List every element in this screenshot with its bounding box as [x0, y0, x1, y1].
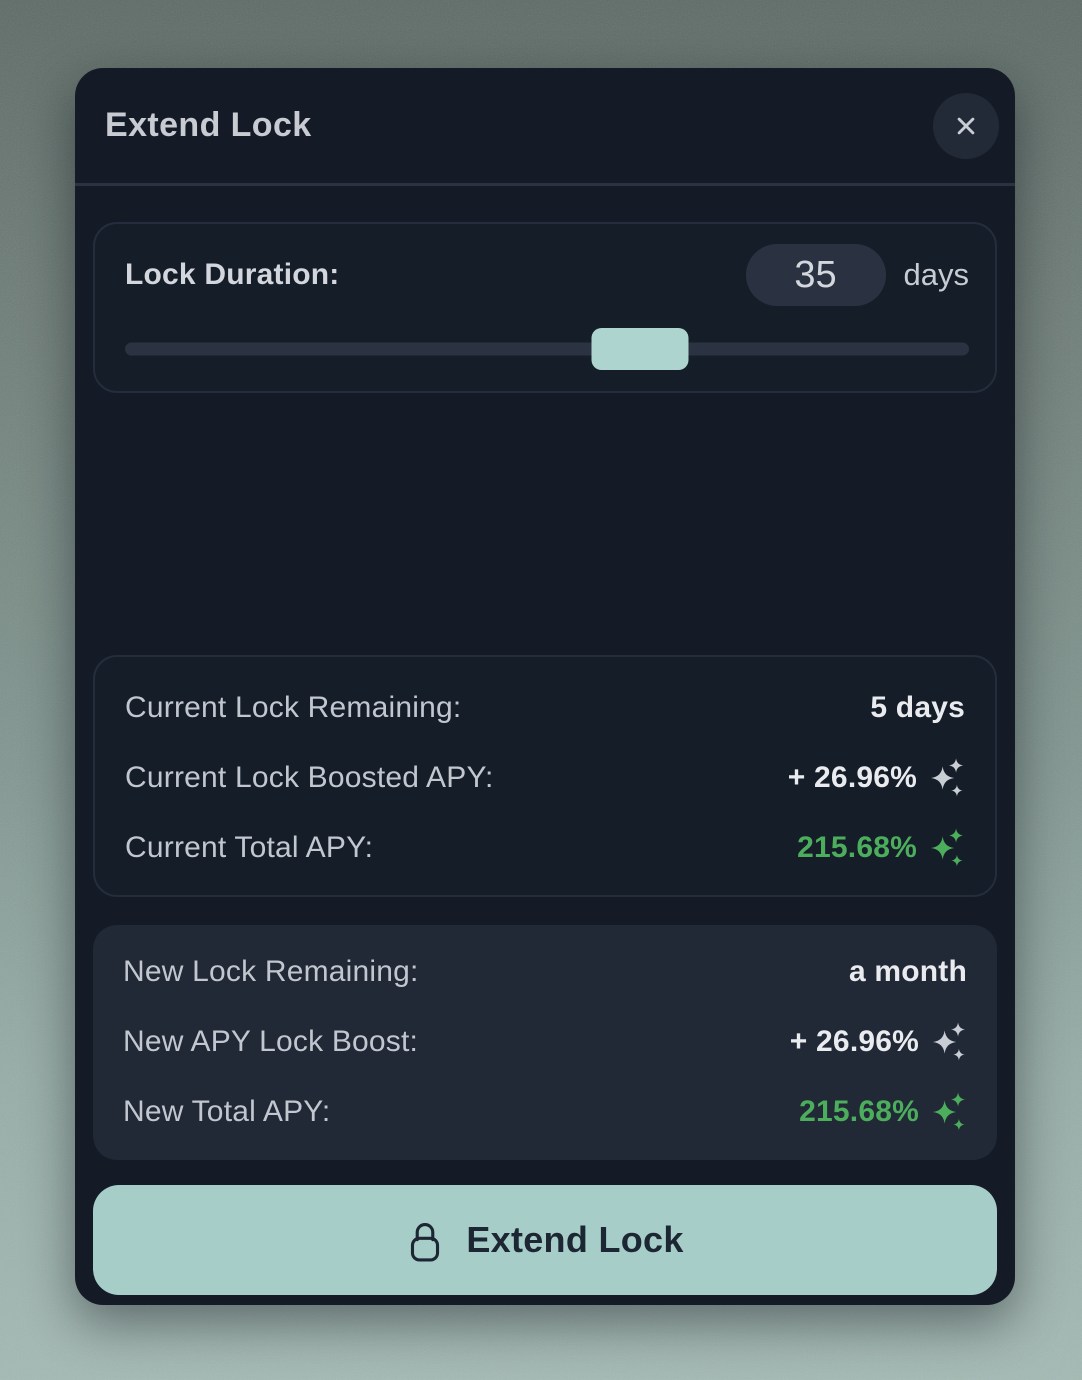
stat-value-group: a month [849, 955, 967, 989]
stat-label: New Lock Remaining: [123, 955, 419, 988]
lock-icon [411, 1222, 440, 1261]
sparkles-icon [933, 1022, 966, 1061]
duration-slider[interactable] [125, 328, 969, 370]
stat-row: Current Lock Boosted APY: + 26.96% [125, 758, 965, 797]
stat-value: 215.68% [797, 831, 917, 864]
sparkles-icon [931, 758, 964, 797]
close-icon [957, 117, 975, 134]
new-lock-card: New Lock Remaining: a month New APY Lock… [93, 925, 997, 1160]
extend-lock-button-label: Extend Lock [466, 1219, 684, 1260]
dialog-header: Extend Lock [75, 68, 1015, 183]
stat-value: + 26.96% [789, 1025, 919, 1058]
current-lock-card: Current Lock Remaining: 5 days Current L… [93, 655, 997, 897]
lock-duration-row: Lock Duration: 35 days [125, 244, 969, 306]
stat-value-group: + 26.96% [790, 1020, 967, 1064]
lock-duration-card: Lock Duration: 35 days [93, 222, 997, 393]
stat-label: New Total APY: [123, 1095, 331, 1128]
stat-value: 215.68% [799, 1095, 919, 1128]
stat-label: Current Lock Remaining: [125, 691, 462, 724]
close-button[interactable] [933, 92, 999, 159]
stat-row: New Total APY: 215.68% [123, 1092, 967, 1131]
duration-slider-track[interactable] [125, 342, 969, 356]
lock-duration-unit: days [903, 257, 969, 292]
stat-value-group: 215.68% [797, 826, 965, 870]
stat-row: Current Total APY: 215.68% [125, 828, 965, 867]
sparkles-icon [933, 1092, 966, 1131]
header-divider [75, 183, 1015, 186]
stat-row: Current Lock Remaining: 5 days [125, 691, 965, 725]
stat-row: New Lock Remaining: a month [123, 955, 967, 989]
dialog-body: Lock Duration: 35 days Current Lock Rema… [75, 222, 1015, 1295]
stat-value: 5 days [870, 691, 965, 724]
lock-duration-value[interactable]: 35 [745, 244, 886, 306]
lock-duration-label: Lock Duration: [125, 258, 340, 291]
stat-label: Current Total APY: [125, 831, 374, 864]
dialog-title: Extend Lock [105, 106, 312, 144]
stat-value-group: + 26.96% [788, 756, 965, 800]
duration-slider-handle[interactable] [591, 328, 689, 370]
extend-lock-dialog: Extend Lock Lock Duration: 35 days [75, 68, 1015, 1305]
stat-label: New APY Lock Boost: [123, 1025, 419, 1058]
extend-lock-button[interactable]: Extend Lock [93, 1185, 997, 1295]
stat-value: a month [848, 955, 967, 988]
stat-row: New APY Lock Boost: + 26.96% [123, 1022, 967, 1061]
stat-value-group: 215.68% [799, 1090, 967, 1134]
stat-value-group: 5 days [870, 691, 965, 725]
stat-value: + 26.96% [787, 761, 917, 794]
stat-label: Current Lock Boosted APY: [125, 761, 494, 794]
sparkles-icon [931, 828, 964, 867]
